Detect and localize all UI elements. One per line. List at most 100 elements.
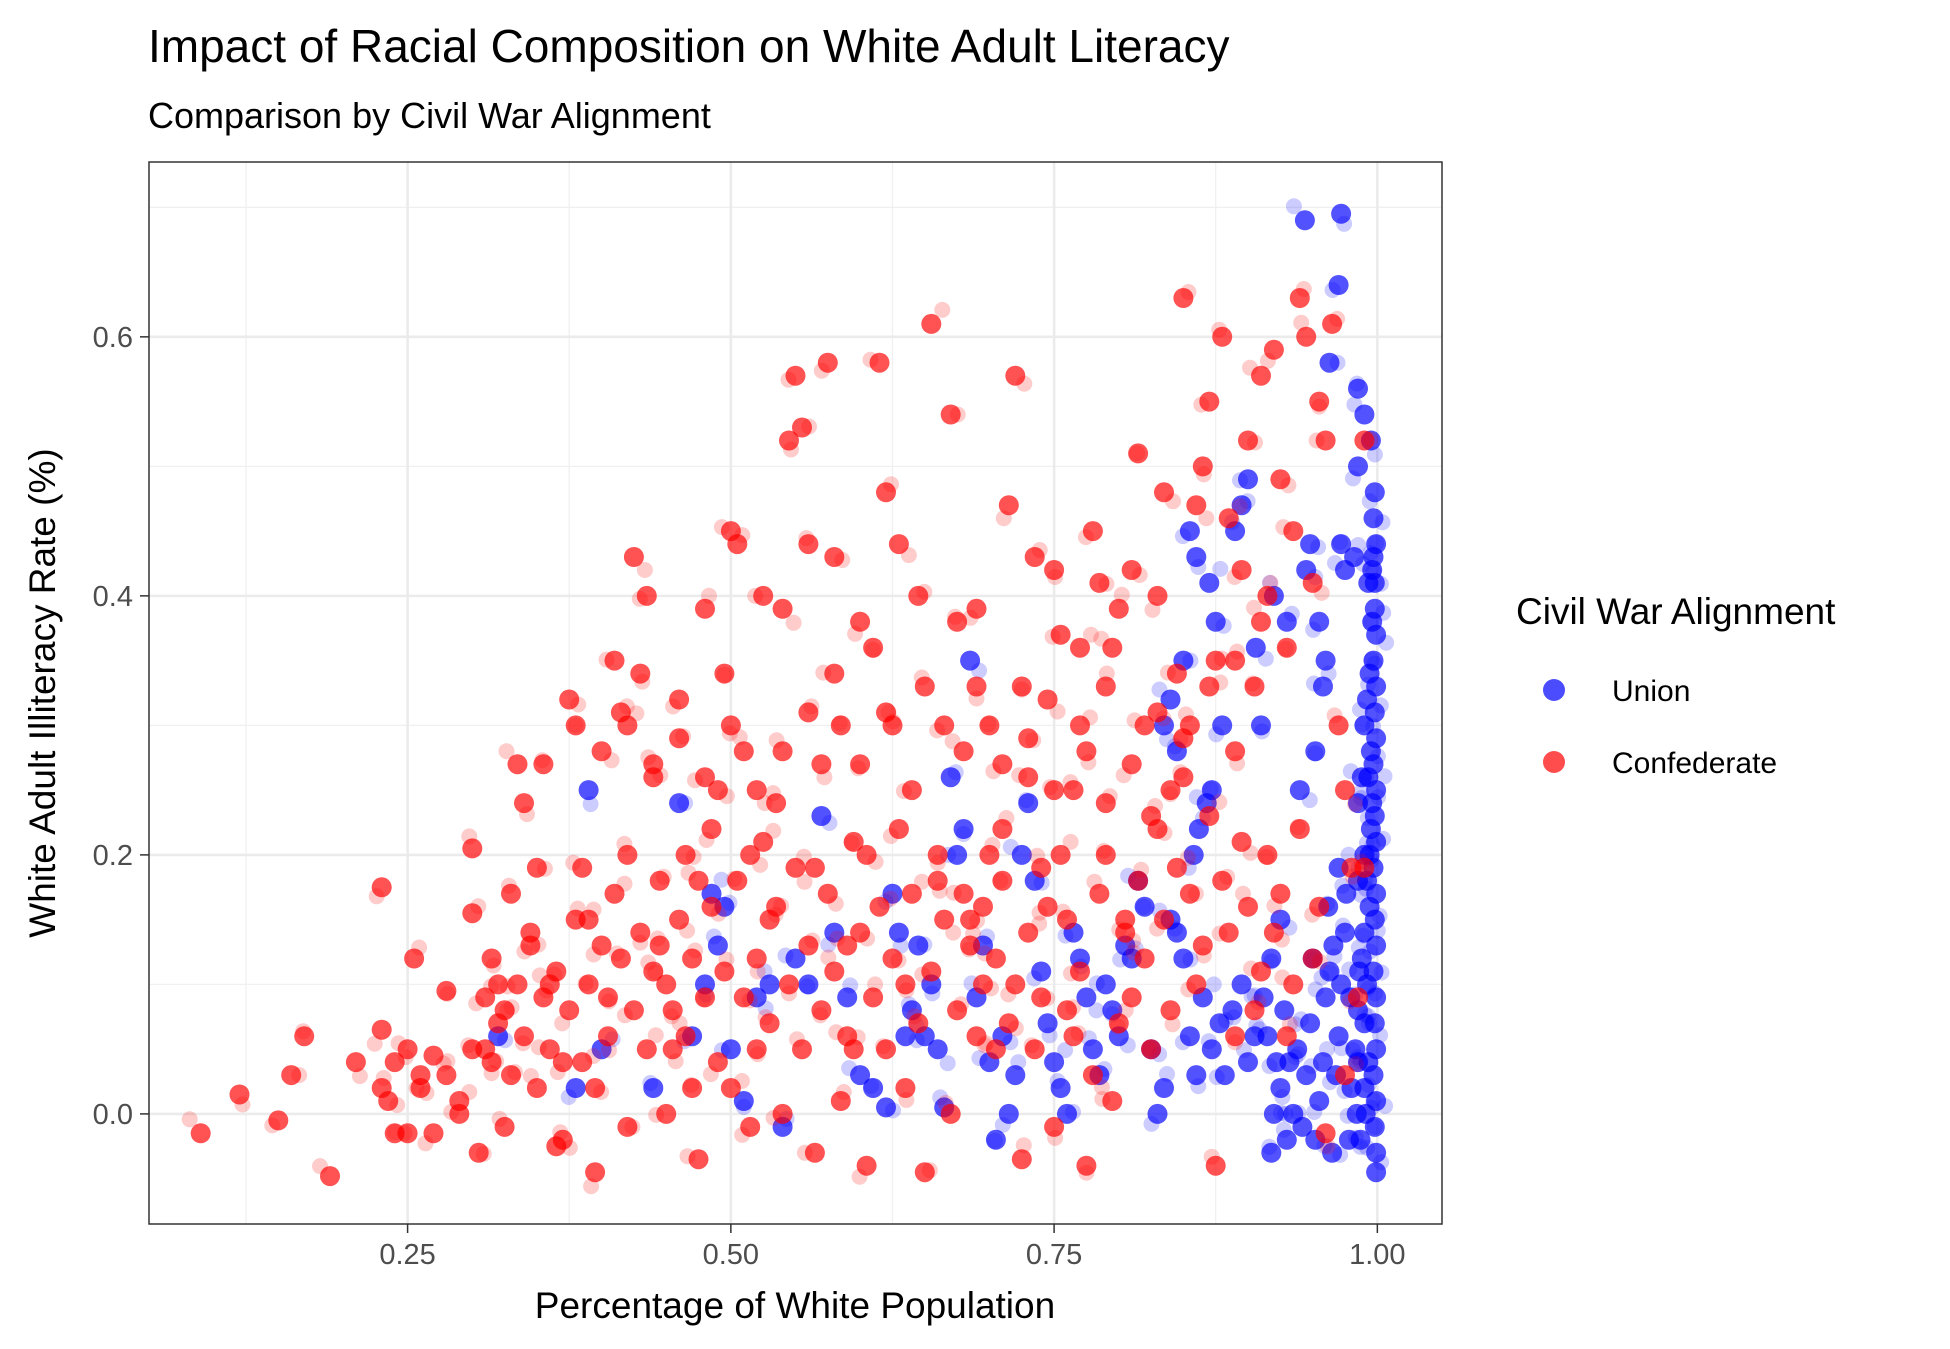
point-union-faint xyxy=(1112,951,1129,968)
point-confederate xyxy=(1044,780,1065,801)
point-confederate-faint xyxy=(1274,969,1291,986)
point-union xyxy=(1366,1142,1387,1163)
point-confederate-faint xyxy=(934,301,951,318)
point-confederate-faint xyxy=(1229,755,1246,772)
point-confederate-faint xyxy=(368,888,385,905)
point-confederate-faint xyxy=(585,901,602,918)
point-union xyxy=(798,974,819,995)
point-union-faint xyxy=(1202,781,1219,798)
point-union-faint xyxy=(721,894,738,911)
point-union-faint xyxy=(971,1050,988,1067)
point-union xyxy=(1134,896,1155,917)
point-union-faint xyxy=(1119,1037,1136,1054)
point-confederate xyxy=(934,909,955,930)
point-confederate xyxy=(1121,560,1142,580)
point-confederate xyxy=(914,1162,935,1183)
x-tick-label: 0.25 xyxy=(379,1239,435,1271)
point-confederate-faint xyxy=(1098,575,1115,592)
point-confederate xyxy=(1348,987,1368,1008)
point-confederate-faint xyxy=(843,834,860,851)
point-confederate-faint xyxy=(984,836,1001,853)
point-union xyxy=(1300,534,1321,555)
point-union xyxy=(1305,741,1326,762)
point-confederate xyxy=(1199,806,1220,826)
point-union-faint xyxy=(820,936,837,953)
point-confederate xyxy=(746,1039,767,1060)
point-confederate xyxy=(617,1116,638,1137)
point-union xyxy=(1199,572,1220,593)
point-confederate-faint xyxy=(1212,674,1229,691)
point-confederate-faint xyxy=(534,752,551,769)
point-union-faint xyxy=(1274,1089,1291,1105)
point-union xyxy=(720,1039,741,1060)
point-confederate xyxy=(798,702,819,723)
point-confederate xyxy=(695,987,715,1008)
point-confederate-faint xyxy=(1023,1037,1040,1054)
point-union-faint xyxy=(1261,1138,1278,1155)
point-union-faint xyxy=(1246,987,1263,1004)
point-confederate-faint xyxy=(796,1144,813,1161)
point-union xyxy=(1319,961,1340,982)
point-union xyxy=(1018,793,1039,814)
point-confederate-faint xyxy=(366,1035,383,1052)
point-confederate xyxy=(533,987,554,1008)
point-confederate-faint xyxy=(439,1053,456,1070)
point-union-faint xyxy=(1307,745,1324,762)
point-confederate-faint xyxy=(1289,819,1306,835)
point-confederate xyxy=(843,831,864,852)
point-confederate-faint xyxy=(1193,396,1210,413)
point-confederate xyxy=(1024,1039,1045,1060)
point-union xyxy=(1238,469,1258,490)
point-confederate-faint xyxy=(1115,767,1132,784)
point-union xyxy=(985,1129,1006,1150)
point-union xyxy=(1309,1091,1330,1111)
point-union-faint xyxy=(1362,545,1379,561)
point-confederate-faint xyxy=(804,932,821,949)
point-confederate-faint xyxy=(1273,931,1290,948)
point-union xyxy=(1205,611,1226,632)
point-union-faint xyxy=(1159,731,1175,748)
point-confederate xyxy=(1082,1065,1103,1086)
point-confederate xyxy=(772,1103,793,1124)
point-union xyxy=(1296,1065,1317,1086)
point-union xyxy=(1331,203,1352,224)
point-confederate xyxy=(688,1149,709,1170)
point-confederate-faint xyxy=(687,772,703,789)
point-confederate-faint xyxy=(1039,990,1056,1007)
point-union-faint xyxy=(1374,514,1391,531)
point-confederate-faint xyxy=(1231,498,1248,515)
point-confederate-faint xyxy=(1235,885,1251,902)
point-union-faint xyxy=(1358,769,1375,786)
point-union-faint xyxy=(1212,560,1229,577)
point-confederate-faint xyxy=(875,1038,891,1055)
point-union-faint xyxy=(1373,1154,1390,1171)
point-confederate-faint xyxy=(1304,906,1321,923)
point-confederate-faint xyxy=(1093,630,1110,647)
point-confederate-faint xyxy=(647,1027,664,1044)
point-union-faint xyxy=(939,1055,956,1072)
point-union xyxy=(1057,1103,1077,1124)
point-confederate-faint xyxy=(1308,432,1325,449)
point-union-faint xyxy=(677,795,694,812)
point-union xyxy=(837,987,858,1008)
point-confederate xyxy=(850,754,871,775)
point-confederate-faint xyxy=(1055,903,1071,920)
point-confederate xyxy=(966,598,987,619)
point-confederate-faint xyxy=(1250,994,1267,1011)
point-union-faint xyxy=(1366,1118,1383,1135)
point-confederate-faint xyxy=(181,1111,198,1128)
point-confederate xyxy=(1128,870,1149,891)
point-union-faint xyxy=(1363,1099,1380,1116)
point-confederate-faint xyxy=(968,690,985,707)
point-union xyxy=(998,1103,1019,1124)
point-union-faint xyxy=(1272,1104,1289,1121)
point-confederate xyxy=(953,741,974,762)
point-union-faint xyxy=(757,1000,774,1017)
point-union xyxy=(1276,611,1297,632)
point-confederate xyxy=(468,1142,489,1163)
point-confederate xyxy=(1251,961,1271,982)
point-confederate-faint xyxy=(1029,847,1046,864)
point-confederate-faint xyxy=(632,934,649,951)
point-confederate xyxy=(1354,857,1375,878)
point-confederate xyxy=(1037,689,1058,710)
